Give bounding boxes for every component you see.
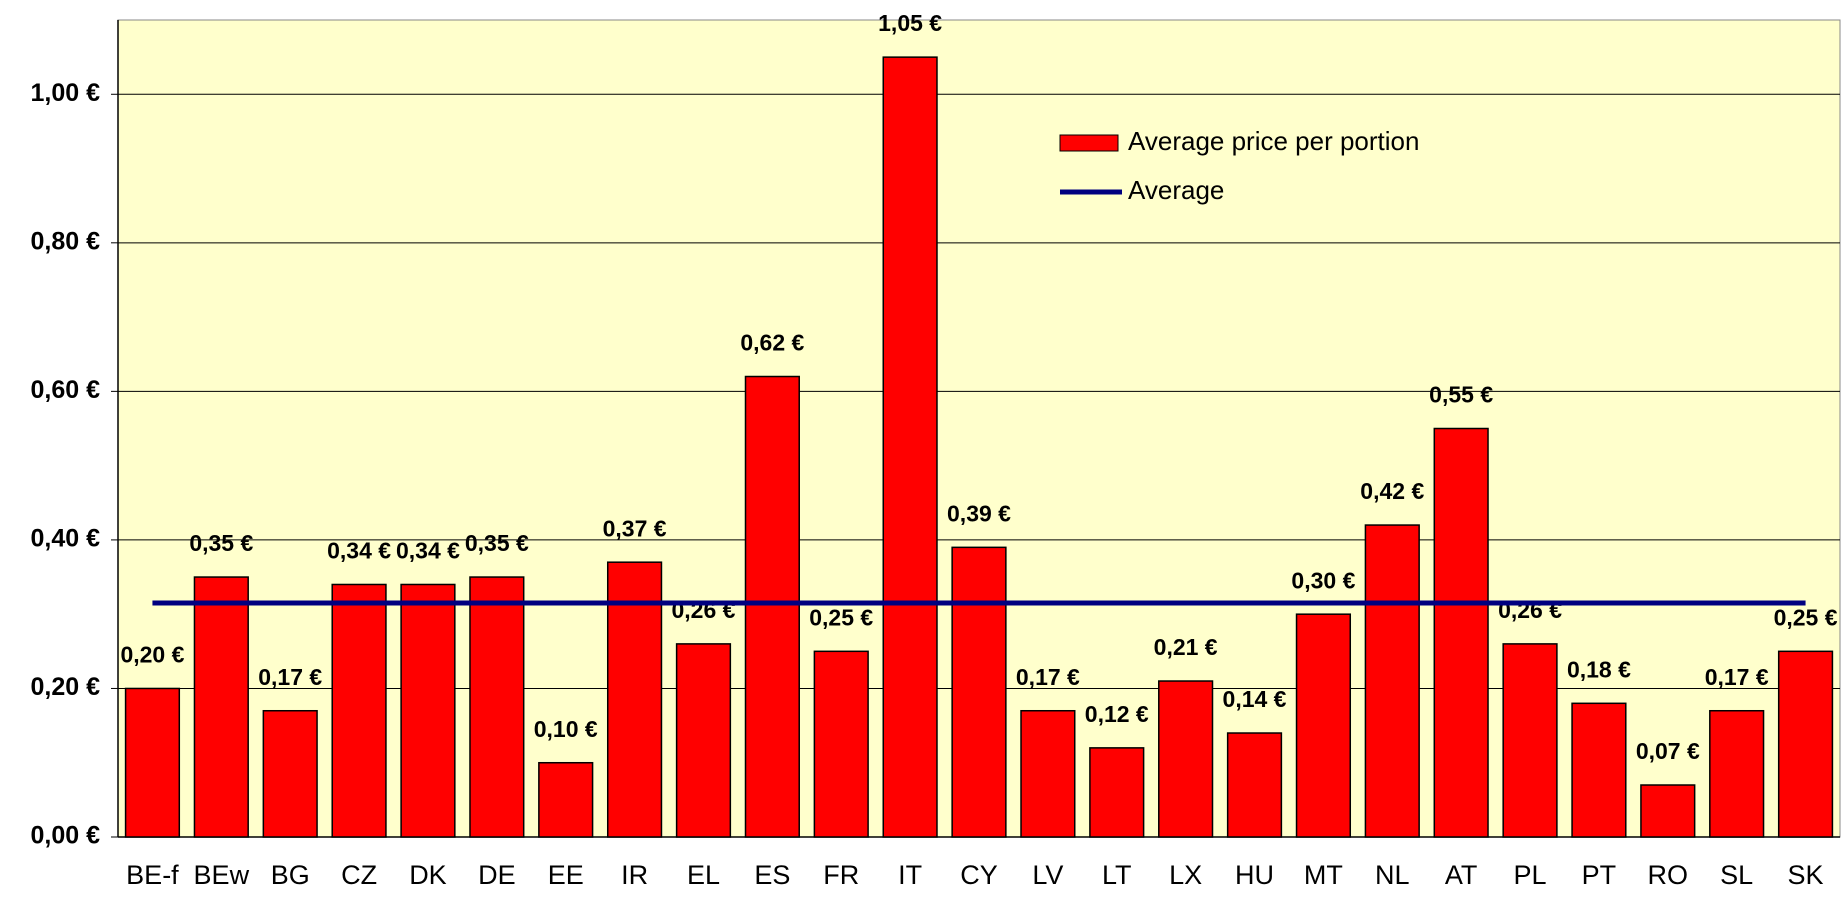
data-label: 0,34 € xyxy=(396,538,460,564)
data-label: 0,10 € xyxy=(534,716,598,742)
legend-label: Average price per portion xyxy=(1128,126,1419,156)
x-tick-label: IR xyxy=(621,860,648,890)
x-tick-label: ES xyxy=(754,860,790,890)
data-label: 0,17 € xyxy=(1016,664,1080,690)
bar xyxy=(744,375,800,838)
bar xyxy=(606,561,663,838)
x-tick-label: MT xyxy=(1304,860,1343,890)
legend-swatch xyxy=(1059,134,1119,152)
data-label: 0,37 € xyxy=(603,515,667,541)
data-label: 0,20 € xyxy=(120,642,184,668)
bar xyxy=(1571,702,1627,838)
x-tick-label: PT xyxy=(1582,860,1617,890)
data-label: 0,17 € xyxy=(1705,664,1769,690)
bar xyxy=(469,576,525,838)
bar xyxy=(1295,613,1352,838)
y-tick-label: 1,00 € xyxy=(30,79,100,107)
bar xyxy=(1433,427,1489,838)
x-tick-label: NL xyxy=(1375,860,1410,890)
x-tick-label: LV xyxy=(1032,860,1063,890)
y-tick-label: 0,60 € xyxy=(30,376,100,404)
data-label: 0,07 € xyxy=(1636,738,1700,764)
x-tick-label: FR xyxy=(823,860,859,890)
x-tick-label: DK xyxy=(409,860,447,890)
bar xyxy=(262,709,318,838)
y-tick-label: 0,80 € xyxy=(30,227,100,255)
x-tick-label: RO xyxy=(1648,860,1689,890)
data-label: 0,35 € xyxy=(465,530,529,556)
x-tick-label: LX xyxy=(1169,860,1202,890)
data-label: 0,30 € xyxy=(1291,567,1355,593)
data-label: 0,25 € xyxy=(809,604,873,630)
data-label: 0,25 € xyxy=(1774,604,1838,630)
bar xyxy=(331,583,387,838)
x-tick-label: BEw xyxy=(194,860,250,890)
data-label: 0,18 € xyxy=(1567,656,1631,682)
x-tick-label: SK xyxy=(1788,860,1824,890)
data-label: 0,21 € xyxy=(1154,634,1218,660)
bar xyxy=(400,583,456,838)
y-tick-label: 0,00 € xyxy=(30,822,100,850)
x-tick-label: LT xyxy=(1102,860,1132,890)
x-tick-label: BG xyxy=(271,860,310,890)
data-label: 0,42 € xyxy=(1360,478,1424,504)
data-label: 0,55 € xyxy=(1429,382,1493,408)
x-tick-label: IT xyxy=(898,860,922,890)
data-label: 0,12 € xyxy=(1085,701,1149,727)
data-label: 1,05 € xyxy=(878,10,942,36)
data-label: 0,14 € xyxy=(1223,686,1287,712)
bar xyxy=(951,546,1007,838)
bar xyxy=(1640,784,1696,838)
x-tick-label: CZ xyxy=(341,860,377,890)
bar xyxy=(124,687,181,838)
y-tick-label: 0,40 € xyxy=(30,525,100,553)
bar xyxy=(193,576,249,838)
data-label: 0,62 € xyxy=(740,330,804,356)
bar xyxy=(813,650,869,838)
bar xyxy=(1226,732,1283,838)
x-tick-label: EE xyxy=(548,860,584,890)
data-label: 0,35 € xyxy=(189,530,253,556)
y-tick-label: 0,20 € xyxy=(30,673,100,701)
x-tick-label: DE xyxy=(478,860,516,890)
bar xyxy=(675,643,732,838)
bar xyxy=(1777,650,1834,838)
x-tick-label: SL xyxy=(1720,860,1753,890)
x-tick-label: BE-f xyxy=(126,860,179,890)
x-tick-label: PL xyxy=(1514,860,1547,890)
x-tick-label: AT xyxy=(1445,860,1478,890)
bar xyxy=(1364,524,1420,838)
data-label: 0,34 € xyxy=(327,538,391,564)
data-label: 0,39 € xyxy=(947,500,1011,526)
bar xyxy=(882,56,938,838)
bar xyxy=(1089,747,1145,838)
data-label: 0,17 € xyxy=(258,664,322,690)
x-tick-label: EL xyxy=(687,860,720,890)
bar xyxy=(1709,709,1765,838)
x-tick-label: CY xyxy=(960,860,998,890)
bar xyxy=(538,761,594,838)
bar xyxy=(1158,680,1214,838)
bar xyxy=(1020,709,1076,838)
legend-label: Average xyxy=(1128,175,1224,205)
bar xyxy=(1502,643,1558,838)
x-tick-label: HU xyxy=(1235,860,1274,890)
